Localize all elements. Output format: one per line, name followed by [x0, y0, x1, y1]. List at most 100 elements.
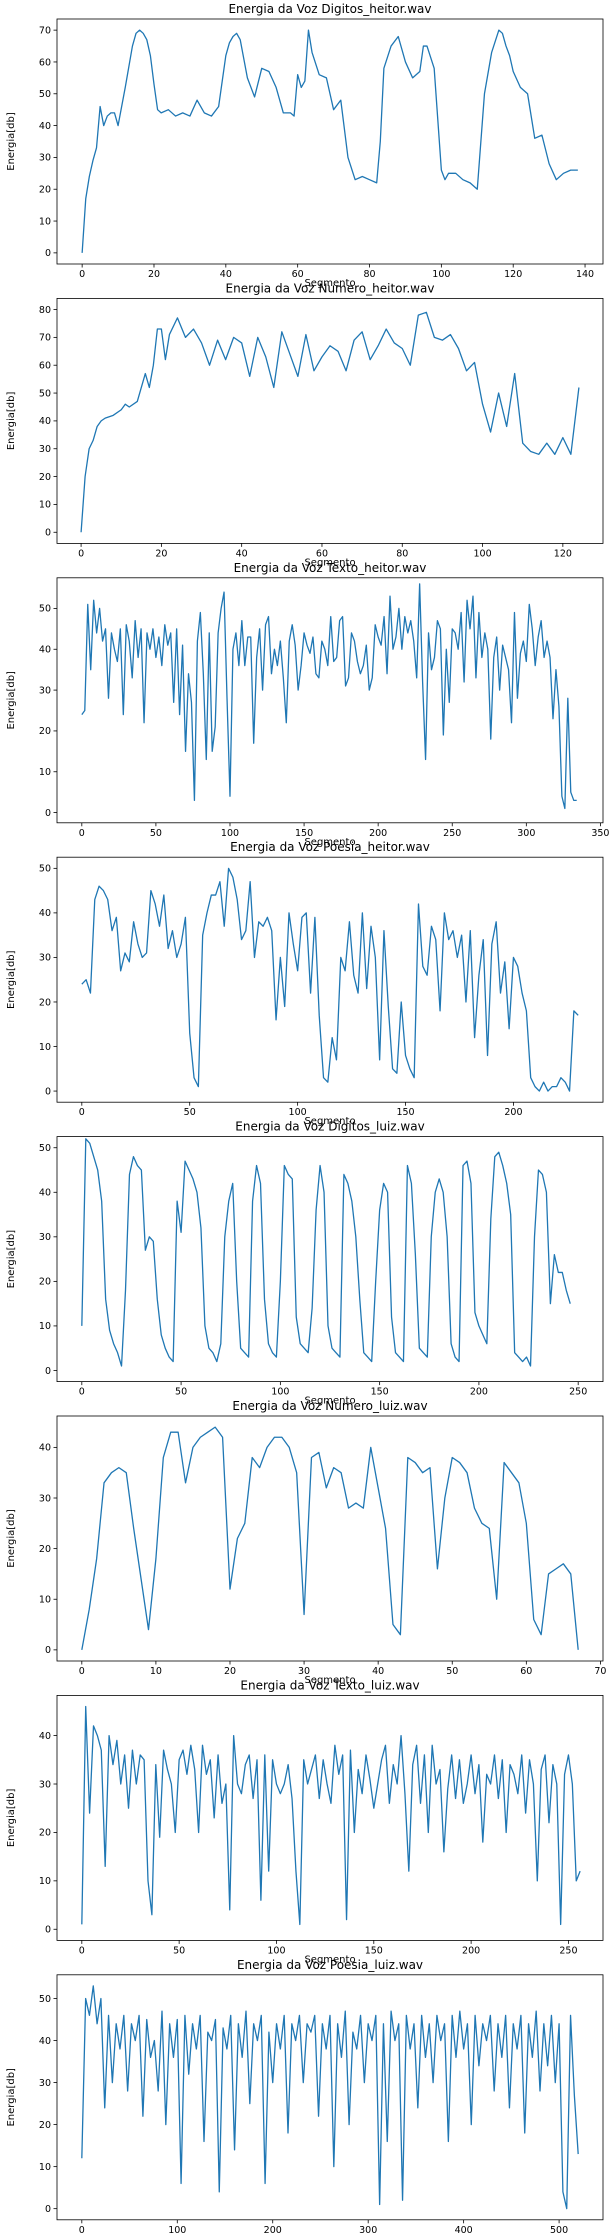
x-tick-label: 250	[443, 828, 461, 839]
x-tick-label: 120	[504, 269, 522, 280]
y-tick-label: 20	[39, 726, 51, 737]
x-tick-label: 250	[559, 1945, 577, 1956]
series-line	[81, 583, 577, 810]
x-tick-label: 150	[365, 1945, 383, 1956]
y-tick-label: 0	[45, 528, 51, 539]
x-tick-label: 50	[446, 1666, 458, 1677]
y-tick-label: 50	[39, 1994, 51, 2005]
y-tick-label: 0	[45, 1645, 51, 1656]
y-tick-label: 40	[39, 2036, 51, 2047]
y-axis-label: Energia[db]	[6, 112, 17, 171]
x-tick-label: 200	[470, 1387, 488, 1398]
x-tick-label: 50	[150, 828, 162, 839]
y-tick-label: 60	[39, 57, 51, 68]
x-axis-label: Segmento	[304, 1396, 355, 1407]
axes-frame	[56, 1136, 604, 1382]
x-tick-label: 100	[271, 1387, 289, 1398]
series-line	[81, 1426, 579, 1650]
axes-frame	[56, 577, 604, 824]
y-tick-label: 40	[39, 645, 51, 656]
series-line	[81, 1138, 571, 1367]
y-tick-label: 0	[45, 1366, 51, 1377]
series-line	[81, 1705, 581, 1926]
axes-frame	[56, 856, 604, 1103]
chart-panel: Energia da Voz Numero_heitor.wav 0 20 40 60 8…	[6, 281, 604, 568]
x-tick-label: 0	[79, 1945, 85, 1956]
y-tick-label: 40	[39, 1443, 51, 1454]
y-tick-label: 50	[39, 1143, 51, 1154]
x-tick-label: 150	[371, 1387, 389, 1398]
y-tick-label: 20	[39, 472, 51, 483]
y-tick-label: 20	[39, 2120, 51, 2131]
x-tick-label: 40	[372, 1666, 384, 1677]
x-tick-label: 0	[79, 1666, 85, 1677]
y-tick-label: 0	[45, 808, 51, 819]
y-tick-label: 20	[39, 1828, 51, 1839]
y-axis-label: Energia[db]	[6, 392, 17, 451]
x-tick-label: 200	[369, 828, 387, 839]
chart-title: Energia da Voz Poesia_luiz.wav	[237, 1958, 423, 1972]
x-axis-label: Segmento	[304, 837, 355, 848]
x-tick-label: 100	[221, 828, 239, 839]
x-tick-label: 100	[267, 1945, 285, 1956]
x-tick-label: 80	[396, 548, 408, 559]
x-tick-label: 40	[220, 269, 232, 280]
x-tick-label: 200	[264, 2225, 282, 2235]
chart-title: Energia da Voz Numero_heitor.wav	[226, 281, 435, 295]
y-tick-label: 70	[39, 25, 51, 36]
y-tick-label: 10	[39, 767, 51, 778]
axes-frame	[56, 1974, 604, 2221]
x-tick-label: 50	[173, 1945, 185, 1956]
x-tick-label: 60	[292, 269, 304, 280]
y-tick-label: 50	[39, 864, 51, 875]
y-tick-label: 0	[45, 1925, 51, 1936]
y-tick-label: 30	[39, 1232, 51, 1243]
x-tick-label: 350	[591, 828, 609, 839]
chart-panel: Energia da Voz Digitos_heitor.wav 0 20 40 60…	[6, 2, 604, 289]
x-tick-label: 50	[175, 1387, 187, 1398]
y-tick-label: 20	[39, 185, 51, 196]
x-tick-label: 0	[79, 828, 85, 839]
y-tick-label: 10	[39, 1595, 51, 1606]
chart-title: Energia da Voz Texto_heitor.wav	[234, 561, 427, 575]
chart-title: Energia da Voz Digitos_heitor.wav	[228, 2, 431, 16]
chart-title: Energia da Voz Digitos_luiz.wav	[235, 1120, 424, 1134]
y-tick-label: 30	[39, 153, 51, 164]
y-tick-label: 30	[39, 685, 51, 696]
y-axis-label: Energia[db]	[6, 950, 17, 1009]
series-line	[81, 867, 579, 1092]
y-tick-label: 50	[39, 89, 51, 100]
y-tick-label: 40	[39, 1731, 51, 1742]
x-axis-label: Segmento	[304, 278, 355, 289]
chart-title: Energia da Voz Poesia_heitor.wav	[230, 840, 430, 854]
x-tick-label: 20	[148, 269, 160, 280]
y-tick-label: 40	[39, 908, 51, 919]
x-tick-label: 60	[316, 548, 328, 559]
x-tick-label: 70	[594, 1666, 606, 1677]
x-tick-label: 50	[184, 1107, 196, 1118]
y-tick-label: 40	[39, 1188, 51, 1199]
y-tick-label: 10	[39, 216, 51, 227]
y-axis-label: Energia[db]	[6, 671, 17, 730]
series-line	[81, 1985, 579, 2210]
x-tick-label: 100	[432, 269, 450, 280]
y-tick-label: 30	[39, 2078, 51, 2089]
y-axis-label: Energia[db]	[6, 1230, 17, 1289]
x-axis-label: Segmento	[304, 1954, 355, 1965]
x-tick-label: 150	[295, 828, 313, 839]
x-tick-label: 40	[236, 548, 248, 559]
y-tick-label: 10	[39, 2162, 51, 2173]
x-tick-label: 150	[396, 1107, 414, 1118]
y-tick-label: 30	[39, 953, 51, 964]
axes-frame	[56, 1415, 604, 1662]
x-tick-label: 100	[473, 548, 491, 559]
y-tick-label: 0	[45, 248, 51, 259]
y-tick-label: 10	[39, 1321, 51, 1332]
series-line	[80, 311, 580, 533]
y-tick-label: 10	[39, 500, 51, 511]
y-axis-label: Energia[db]	[6, 1789, 17, 1848]
